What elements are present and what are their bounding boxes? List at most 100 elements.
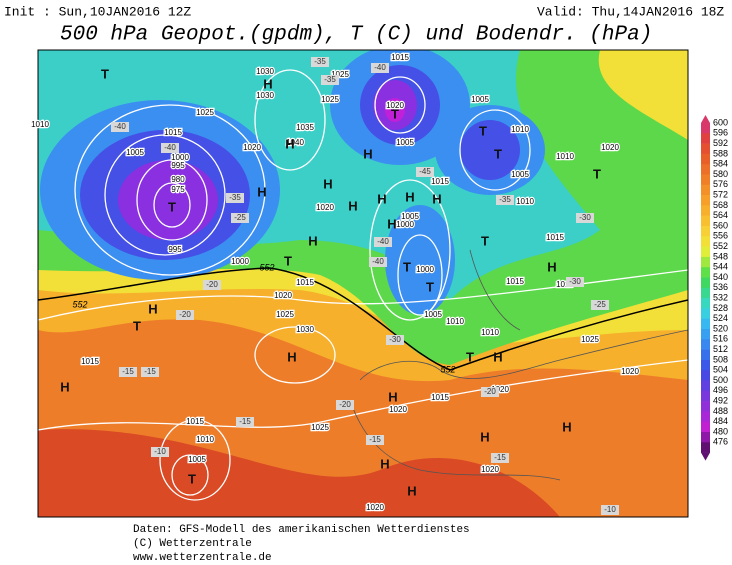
isobars bbox=[38, 69, 688, 501]
colorbar-label: 596 bbox=[713, 128, 728, 138]
colorbar-swatch bbox=[701, 370, 710, 381]
temperature-label: -15 bbox=[369, 435, 381, 444]
temperature-label: -30 bbox=[569, 277, 581, 286]
pressure-center: H bbox=[263, 76, 272, 91]
isobar-label: 1005 bbox=[511, 170, 529, 179]
colorbar-swatch bbox=[701, 339, 710, 350]
temp-label-box bbox=[371, 63, 389, 73]
temperature-label: -25 bbox=[234, 213, 246, 222]
colorbar-swatch bbox=[701, 256, 710, 268]
temperature-label: -45 bbox=[419, 167, 431, 176]
isobar-label: 1000 bbox=[396, 220, 414, 229]
temp-label-box bbox=[481, 387, 499, 397]
isobar-label: 1010 bbox=[516, 197, 534, 206]
colorbar: 6005965925885845805765725685645605565525… bbox=[701, 115, 728, 461]
colorbar-label: 536 bbox=[713, 282, 728, 292]
colorbar-label: 476 bbox=[713, 437, 728, 447]
temperature-label: -15 bbox=[144, 367, 156, 376]
isobar-label: 1015 bbox=[431, 393, 449, 402]
isobar-label: 1010 bbox=[446, 317, 464, 326]
temperature-label: -40 bbox=[372, 257, 384, 266]
isobar-label: 1020 bbox=[621, 367, 639, 376]
pressure-center: T bbox=[466, 349, 474, 364]
colorbar-swatch bbox=[701, 442, 710, 453]
isobar-label: 1005 bbox=[396, 138, 414, 147]
pressure-center: H bbox=[432, 191, 441, 206]
colorbar-label: 588 bbox=[713, 148, 728, 158]
temp-label-box bbox=[161, 143, 179, 153]
colorbar-label: 564 bbox=[713, 210, 728, 220]
isobar-label: 1010 bbox=[556, 280, 574, 289]
pressure-center: H bbox=[405, 189, 414, 204]
colorbar-swatch bbox=[701, 359, 710, 371]
isobar-label: 995 bbox=[168, 245, 182, 254]
pressure-center: H bbox=[480, 429, 489, 444]
pressure-center: H bbox=[323, 176, 332, 191]
isobar-label: 1010 bbox=[556, 152, 574, 161]
colorbar-swatch bbox=[701, 215, 710, 227]
temperature-label: -40 bbox=[374, 63, 386, 72]
isobar-label: 1025 bbox=[311, 423, 329, 432]
colorbar-label: 516 bbox=[713, 334, 728, 344]
isobar-label: 1020 bbox=[274, 291, 292, 300]
isobar-label: 1025 bbox=[321, 95, 339, 104]
isobar-label: 1010 bbox=[31, 120, 49, 129]
pressure-center: T bbox=[133, 318, 141, 333]
isobar-label: 1025 bbox=[196, 108, 214, 117]
colorbar-label: 572 bbox=[713, 189, 728, 199]
colorbar-swatch bbox=[701, 143, 710, 155]
temperature-label: -40 bbox=[114, 122, 126, 131]
isobar-label: 1005 bbox=[424, 310, 442, 319]
isobar-label: 1020 bbox=[386, 101, 404, 110]
isobar-label: 1020 bbox=[481, 465, 499, 474]
pressure-center: H bbox=[387, 216, 396, 231]
colorbar-swatch bbox=[701, 164, 710, 175]
temp-label-box bbox=[374, 237, 392, 247]
colorbar-label: 484 bbox=[713, 416, 728, 426]
isobar-label: 1020 bbox=[243, 143, 261, 152]
temp-label-box bbox=[591, 300, 609, 310]
isobar-label: 1000 bbox=[171, 153, 189, 162]
colorbar-arrow bbox=[701, 115, 710, 123]
temp-label-box bbox=[576, 213, 594, 223]
colorbar-label: 500 bbox=[713, 375, 728, 385]
pressure-center: T bbox=[188, 471, 196, 486]
temperature-label: -20 bbox=[179, 310, 191, 319]
colorbar-swatch bbox=[701, 236, 710, 247]
pressure-center: H bbox=[308, 233, 317, 248]
temperature-label: -30 bbox=[389, 335, 401, 344]
isobar-label: 1040 bbox=[286, 138, 304, 147]
geopotential-label: 552 bbox=[72, 299, 87, 309]
pressure-center: H bbox=[377, 191, 386, 206]
colorbar-label: 576 bbox=[713, 179, 728, 189]
isobar-label: 1020 bbox=[389, 405, 407, 414]
isobar-label: 1025 bbox=[581, 335, 599, 344]
temperature-label: -20 bbox=[339, 400, 351, 409]
isobar-label: 1025 bbox=[276, 310, 294, 319]
temperature-label: -35 bbox=[229, 193, 241, 202]
geopotential-label: 552 bbox=[440, 364, 455, 374]
pressure-center: T bbox=[391, 106, 399, 121]
isobar-label: 1015 bbox=[391, 53, 409, 62]
temperature-label: -30 bbox=[579, 213, 591, 222]
colorbar-swatch bbox=[701, 421, 710, 433]
temperature-label: -20 bbox=[484, 387, 496, 396]
isobar-label: 1015 bbox=[546, 233, 564, 242]
temp-label-box bbox=[416, 167, 434, 177]
colorbar-label: 528 bbox=[713, 303, 728, 313]
isobar-label: 1030 bbox=[256, 67, 274, 76]
colorbar-label: 540 bbox=[713, 272, 728, 282]
colorbar-swatch bbox=[701, 411, 710, 422]
colorbar-swatch bbox=[701, 267, 710, 278]
isobar-label: 1010 bbox=[481, 328, 499, 337]
pressure-center: T bbox=[284, 253, 292, 268]
isobar-label: 1005 bbox=[188, 455, 206, 464]
colorbar-label: 488 bbox=[713, 406, 728, 416]
temp-label-box bbox=[366, 435, 384, 445]
colorbar-label: 508 bbox=[713, 354, 728, 364]
pressure-center: T bbox=[403, 259, 411, 274]
temperature-label: -15 bbox=[122, 367, 134, 376]
colorbar-swatch bbox=[701, 432, 710, 443]
map-title: 500 hPa Geopot.(gpdm), T (C) und Bodendr… bbox=[60, 24, 652, 47]
colorbar-swatch bbox=[701, 133, 710, 144]
